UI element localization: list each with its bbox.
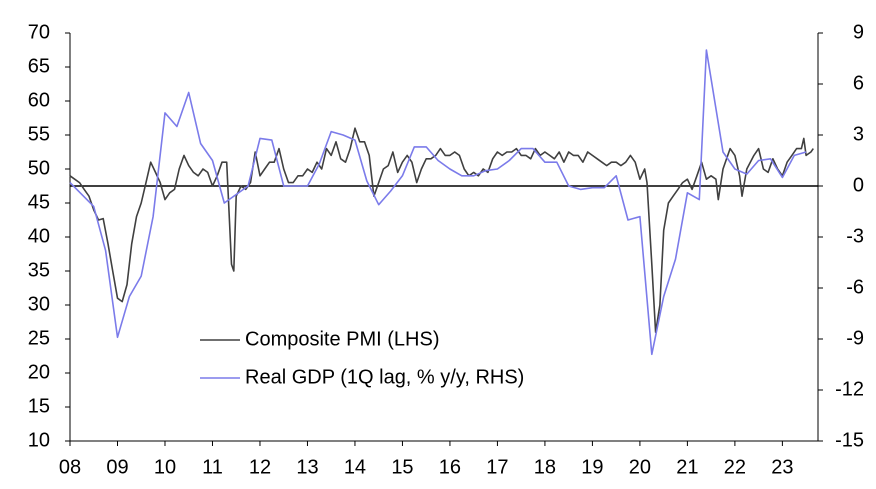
x-tick-label: 13	[296, 456, 318, 478]
x-tick-label: 18	[534, 456, 556, 478]
x-tick-label: 15	[391, 456, 413, 478]
x-tick-label: 09	[106, 456, 128, 478]
x-tick-label: 20	[629, 456, 651, 478]
y-tick-label: 55	[28, 123, 50, 145]
legend-label: Composite PMI (LHS)	[245, 328, 440, 350]
y-tick-label: 20	[28, 361, 50, 383]
x-tick-label: 17	[486, 456, 508, 478]
y2-tick-label: -6	[846, 276, 864, 298]
y2-tick-label: -9	[846, 327, 864, 349]
x-tick-label: 23	[771, 456, 793, 478]
y2-tick-label: -12	[835, 378, 864, 400]
y-tick-label: 10	[28, 429, 50, 451]
x-tick-label: 12	[249, 456, 271, 478]
y2-tick-label: -3	[846, 225, 864, 247]
y-tick-label: 60	[28, 89, 50, 111]
y2-tick-label: 3	[853, 123, 864, 145]
series-line	[69, 49, 807, 356]
y-tick-label: 50	[28, 157, 50, 179]
y-tick-label: 35	[28, 259, 50, 281]
y-tick-label: 45	[28, 191, 50, 213]
x-tick-label: 22	[724, 456, 746, 478]
y-tick-label: 40	[28, 225, 50, 247]
x-tick-label: 08	[59, 456, 81, 478]
x-tick-label: 19	[581, 456, 603, 478]
legend-label: Real GDP (1Q lag, % y/y, RHS)	[245, 366, 524, 388]
x-tick-label: 14	[344, 456, 366, 478]
x-tick-label: 16	[439, 456, 461, 478]
y-tick-label: 15	[28, 395, 50, 417]
y2-tick-label: -15	[835, 429, 864, 451]
x-tick-label: 11	[202, 456, 223, 478]
series-line	[69, 127, 814, 333]
y-tick-label: 25	[28, 327, 50, 349]
x-tick-label: 10	[154, 456, 176, 478]
y-tick-label: 70	[28, 21, 50, 43]
x-tick-label: 21	[676, 456, 698, 478]
y2-tick-label: 0	[853, 174, 864, 196]
y-tick-label: 30	[28, 293, 50, 315]
y2-tick-label: 6	[853, 72, 864, 94]
y-tick-label: 65	[28, 55, 50, 77]
y2-tick-label: 9	[853, 21, 864, 43]
